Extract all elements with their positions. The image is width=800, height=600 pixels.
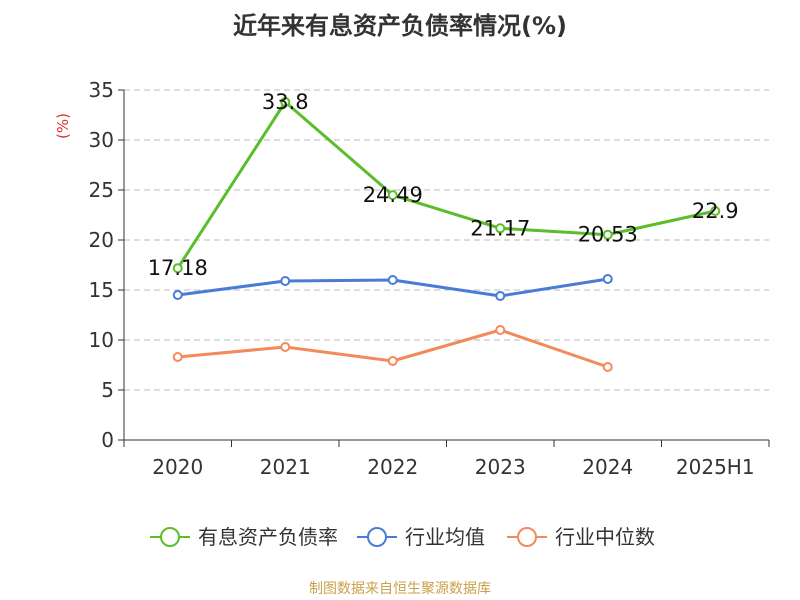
data-point	[495, 291, 506, 301]
data-point	[280, 342, 291, 352]
y-tick-label: 30	[89, 128, 114, 152]
data-point	[172, 290, 183, 300]
legend-label: 行业中位数	[555, 525, 655, 549]
x-tick-label: 2024	[582, 455, 633, 479]
data-point	[387, 275, 398, 285]
data-labels: 17.18 33.8 24.49 21.17 20.53 22.9	[148, 90, 739, 280]
y-tick-label: 10	[89, 328, 114, 352]
data-label: 22.9	[692, 199, 739, 223]
data-point	[172, 352, 183, 362]
x-tick-label: 2021	[260, 455, 311, 479]
legend-marker	[367, 527, 387, 547]
data-label: 17.18	[148, 256, 208, 280]
data-point	[280, 97, 291, 107]
y-tick-label: 5	[101, 378, 114, 402]
series-line	[176, 100, 716, 270]
data-point	[387, 356, 398, 366]
data-point	[280, 276, 291, 286]
x-tick-label: 2020	[152, 455, 203, 479]
y-tick-label: 15	[89, 278, 114, 302]
chart-title: 近年来有息资产负债率情况(%)	[233, 12, 567, 40]
data-point	[495, 223, 506, 234]
legend-marker	[517, 527, 537, 547]
data-label: 20.53	[578, 223, 638, 247]
x-tick-label: 2025H1	[676, 455, 755, 479]
series-lines	[172, 97, 721, 372]
data-point	[387, 190, 398, 201]
y-axis-label: (%)	[54, 113, 72, 139]
y-tick-label: 0	[101, 428, 114, 452]
axes: 0 5 10 15 20 25 30 35 (%) 2020 2021 2022 2023 2024 202…	[54, 78, 770, 479]
x-tick-label: 2023	[475, 455, 526, 479]
data-label: 33.8	[262, 90, 309, 114]
x-tick-label: 2022	[367, 455, 418, 479]
legend-label: 行业均值	[405, 525, 485, 549]
grid-lines	[124, 89, 769, 391]
data-point	[602, 362, 613, 372]
data-point	[710, 206, 721, 216]
y-tick-label: 20	[89, 228, 114, 252]
data-point	[602, 229, 613, 240]
data-point	[495, 325, 506, 335]
legend-marker	[160, 527, 180, 547]
legend: 有息资产负债率 行业均值 行业中位数	[150, 525, 655, 549]
data-label: 24.49	[363, 183, 423, 207]
data-point	[602, 274, 613, 284]
y-tick-label: 35	[89, 78, 114, 102]
legend-item: 有息资产负债率	[150, 525, 338, 549]
legend-label: 有息资产负债率	[198, 525, 338, 549]
legend-item: 行业中位数	[507, 525, 655, 549]
source-note: 制图数据来自恒生聚源数据库	[309, 581, 491, 597]
data-label: 21.17	[470, 216, 530, 240]
data-point	[172, 263, 183, 274]
legend-item: 行业均值	[357, 525, 485, 549]
y-tick-label: 25	[89, 178, 114, 202]
